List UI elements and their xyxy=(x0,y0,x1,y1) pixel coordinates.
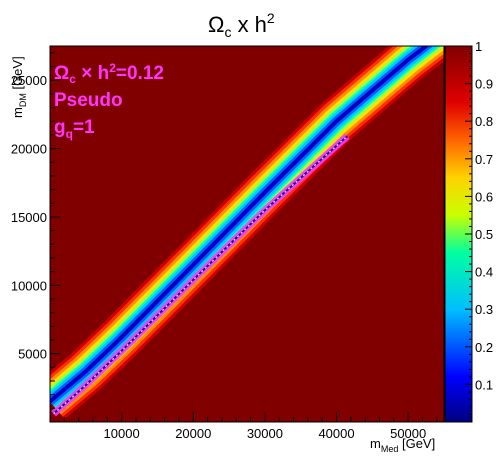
y-tick-label: 5000 xyxy=(18,347,47,362)
band-layer xyxy=(50,46,430,404)
x-tick-label: 50000 xyxy=(390,426,426,441)
x-tick-label: 10000 xyxy=(104,426,140,441)
relic-density-band xyxy=(50,46,444,420)
z-tick-label: 0.3 xyxy=(475,302,493,317)
annotation-line2: Pseudo xyxy=(54,90,123,111)
y-tick-label: 10000 xyxy=(11,278,47,293)
z-tick-label: 0.1 xyxy=(475,377,493,392)
annotation-line1: Ωc × h2=0.12 xyxy=(54,61,164,86)
z-tick-label: 0.6 xyxy=(475,189,493,204)
z-tick-label: 0.7 xyxy=(475,152,493,167)
z-tick-label: 0.4 xyxy=(475,265,493,280)
x-tick-label: 40000 xyxy=(318,426,354,441)
color-bar-axis: 0.1 0.2 0.3 0.4 0.5 0.6 0.7 0.8 0.9 1 xyxy=(465,39,493,423)
x-tick-label: 20000 xyxy=(175,426,211,441)
x-axis: 10000 20000 30000 40000 50000 xyxy=(49,412,438,441)
y-axis: 5000 10000 15000 20000 25000 xyxy=(11,52,60,423)
z-tick-label: 0.8 xyxy=(475,114,493,129)
y-tick-label: 25000 xyxy=(11,73,47,88)
plot-frame xyxy=(49,45,445,423)
contour-core-line xyxy=(52,135,348,415)
y-tick-label: 15000 xyxy=(11,210,47,225)
x-axis-label: mMed [GeV] xyxy=(370,436,435,454)
z-tick-label: 0.9 xyxy=(475,77,493,92)
z-tick-label: 1 xyxy=(475,39,482,54)
z-tick-label: 0.2 xyxy=(475,340,493,355)
relic-contour xyxy=(51,133,350,417)
z-tick-label: 0.5 xyxy=(475,227,493,242)
heatmap-area xyxy=(50,46,444,422)
x-tick-label: 30000 xyxy=(247,426,283,441)
y-tick-label: 20000 xyxy=(11,142,47,157)
annotation: Ωc × h2=0.12 Pseudo gq=1 xyxy=(54,61,164,141)
y-axis-label: mDM [GeV] xyxy=(10,56,28,118)
annotation-line3: gq=1 xyxy=(54,117,95,141)
chart-title: Ωc x h2 xyxy=(208,10,275,40)
